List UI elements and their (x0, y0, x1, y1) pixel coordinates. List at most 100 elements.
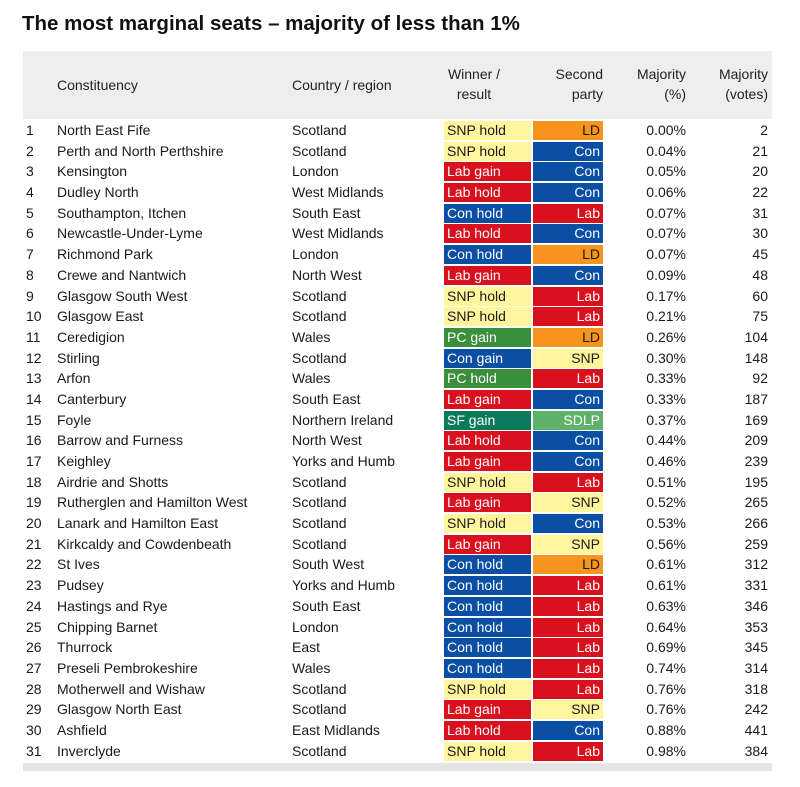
table-row: 23 Pudsey Yorks and Humb Con hold Lab 0.61% 33… (23, 575, 772, 596)
majority-pct-cell: 0.98% (646, 742, 686, 759)
table-row: 5 Southampton, Itchen South East Con hold La… (23, 203, 772, 224)
constituency-cell: Glasgow South West (57, 287, 188, 304)
table-row: 21 Kirkcaldy and Cowdenbeath Scotland Lab g… (23, 534, 772, 555)
majority-pct-cell: 0.17% (646, 287, 686, 304)
majority-votes-cell: 266 (744, 515, 768, 532)
constituency-cell: North East Fife (57, 122, 151, 138)
constituency-cell: Kensington (57, 163, 128, 180)
winner-cell: Lab hold (444, 224, 531, 244)
table-row: 2 Perth and North Perthshire Scotland SNP h… (23, 141, 772, 162)
majority-pct-cell: 0.26% (646, 328, 686, 345)
majority-votes-cell: 45 (752, 246, 768, 263)
region-cell: Wales (292, 659, 331, 676)
winner-cell: SNP hold (444, 679, 531, 699)
winner-cell: Lab hold (444, 183, 531, 203)
row-number: 5 (26, 204, 34, 221)
majority-votes-cell: 104 (744, 328, 768, 345)
constituency-cell: Dudley North (57, 184, 139, 201)
region-cell: West Midlands (292, 184, 384, 201)
row-number: 9 (26, 287, 34, 304)
constituency-cell: Thurrock (57, 639, 113, 656)
row-number: 24 (26, 597, 42, 614)
majority-pct-cell: 0.33% (646, 370, 686, 387)
constituency-cell: Hastings and Rye (57, 597, 168, 614)
majority-votes-cell: 239 (744, 453, 768, 469)
constituency-cell: Crewe and Nantwich (57, 266, 187, 283)
table-row: 15 Foyle Northern Ireland SF gain SDLP 0.37% 1… (23, 410, 772, 431)
majority-votes-cell: 20 (752, 163, 768, 180)
region-cell: Northern Ireland (292, 411, 394, 428)
region-cell: Scotland (292, 535, 347, 552)
row-number: 6 (26, 225, 34, 242)
constituency-cell: Preseli Pembrokeshire (57, 659, 198, 676)
constituency-cell: St Ives (57, 556, 100, 573)
majority-votes-cell: 353 (744, 618, 768, 635)
constituency-cell: Richmond Park (57, 246, 153, 263)
winner-cell: Lab gain (444, 493, 531, 513)
table-row: 1 North East Fife Scotland SNP hold LD 0.00% 2 (23, 120, 772, 141)
second-party-cell: Lab (533, 679, 603, 699)
majority-votes-cell: 148 (744, 349, 768, 366)
majority-pct-cell: 0.06% (646, 184, 686, 201)
table-row: 17 Keighley Yorks and Humb Lab gain Con 0.46%… (23, 451, 772, 472)
majority-votes-cell: 209 (744, 432, 768, 449)
second-party-cell: LD (533, 121, 603, 140)
region-cell: London (292, 163, 339, 180)
row-number: 11 (26, 328, 41, 345)
row-number: 3 (26, 163, 34, 180)
majority-votes-cell: 314 (744, 659, 768, 676)
majority-pct-cell: 0.21% (646, 308, 686, 325)
region-cell: Scotland (292, 142, 347, 159)
second-party-cell: Con (533, 720, 603, 740)
winner-cell: SNP hold (444, 514, 531, 534)
constituency-cell: Motherwell and Wishaw (57, 680, 205, 697)
winner-cell: Con hold (444, 203, 531, 223)
second-party-cell: SDLP (533, 410, 603, 430)
winner-cell: Con hold (444, 555, 531, 575)
majority-pct-cell: 0.09% (646, 266, 686, 283)
row-number: 29 (26, 701, 42, 718)
row-number: 12 (26, 349, 42, 366)
majority-votes-cell: 60 (752, 287, 768, 304)
region-cell: East (292, 639, 321, 656)
second-party-cell: Con (533, 265, 603, 285)
majority-votes-cell: 318 (744, 680, 768, 697)
table-row: 24 Hastings and Rye South East Con hold Lab 0… (23, 596, 772, 617)
second-party-cell: Lab (533, 203, 603, 223)
table-row: 29 Glasgow North East Scotland Lab gain SNP 0… (23, 699, 772, 720)
row-number: 31 (26, 742, 42, 759)
region-cell: Yorks and Humb (292, 577, 395, 594)
majority-pct-cell: 0.51% (646, 473, 686, 490)
winner-cell: Lab hold (444, 431, 531, 451)
table-row: 10 Glasgow East Scotland SNP hold Lab 0.21% 75 (23, 306, 772, 327)
second-party-cell: Lab (533, 741, 603, 761)
table-header: Constituency Country / region Winner / r… (23, 51, 772, 119)
majority-votes-cell: 75 (752, 308, 768, 325)
table-row: 22 St Ives South West Con hold LD 0.61% 312 (23, 554, 772, 575)
majority-pct-cell: 0.61% (646, 577, 686, 594)
header-country-region: Country / region (292, 77, 392, 93)
constituency-cell: Barrow and Furness (57, 432, 184, 449)
constituency-cell: Perth and North Perthshire (57, 142, 224, 159)
second-party-cell: Lab (533, 369, 603, 389)
constituency-cell: Airdrie and Shotts (57, 473, 169, 490)
second-party-cell: Lab (533, 617, 603, 637)
row-number: 1 (26, 122, 34, 138)
majority-pct-cell: 0.07% (646, 204, 686, 221)
majority-votes-cell: 265 (744, 494, 768, 511)
region-cell: Yorks and Humb (292, 453, 395, 469)
header-majority-pct: Majority (%) (637, 64, 686, 104)
majority-votes-cell: 22 (752, 184, 768, 201)
second-party-cell: SNP (533, 534, 603, 554)
winner-cell: SF gain (444, 410, 531, 430)
page-title: The most marginal seats – majority of le… (22, 12, 520, 35)
majority-votes-cell: 31 (752, 204, 768, 221)
winner-cell: Lab gain (444, 265, 531, 285)
second-party-cell: Con (533, 224, 603, 244)
table-footer-bar (23, 763, 772, 772)
row-number: 10 (26, 308, 42, 325)
majority-pct-cell: 0.04% (646, 142, 686, 159)
majority-pct-cell: 0.53% (646, 515, 686, 532)
majority-pct-cell: 0.37% (646, 411, 686, 428)
header-second-line1: Second (555, 66, 603, 82)
